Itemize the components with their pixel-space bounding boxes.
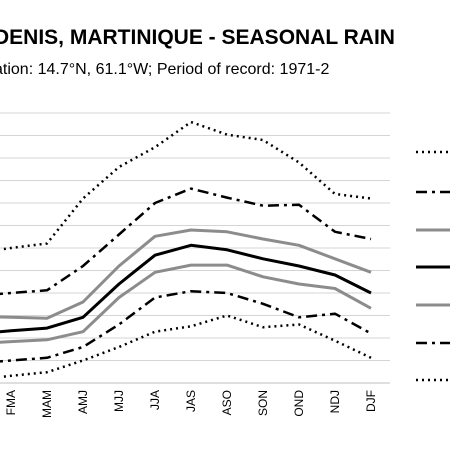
series-lines <box>0 120 372 379</box>
x-tick-label: DJF <box>364 390 378 412</box>
x-axis-tick-labels: FMA MAM AMJ MJJ JJA JAS ASO SON OND NDJ DJF <box>4 390 378 418</box>
x-tick-label: SON <box>256 390 270 416</box>
x-tick-label: AMJ <box>76 390 90 414</box>
x-tick-label: MJJ <box>112 390 126 412</box>
x-tick-label: JAS <box>184 390 198 412</box>
chart-subtitle: ation: 14.7°N, 61.1°W; Period of record:… <box>0 61 329 78</box>
series-line-7 <box>0 314 372 379</box>
series-line-2 <box>0 187 372 296</box>
series-line-6 <box>0 289 372 363</box>
series-line-3 <box>0 228 372 320</box>
x-tick-label: FMA <box>4 390 18 415</box>
x-tick-label: ASO <box>220 390 234 415</box>
x-tick-label: OND <box>292 390 306 417</box>
gridlines <box>0 112 390 384</box>
series-line-4 <box>0 243 372 334</box>
x-tick-label: NDJ <box>328 390 342 413</box>
series-line-5 <box>0 263 372 344</box>
x-tick-label: MAM <box>40 390 54 418</box>
chart-title: DENIS, MARTINIQUE - SEASONAL RAIN <box>0 26 395 49</box>
legend <box>416 150 450 382</box>
series-line-1 <box>0 120 372 251</box>
x-tick-label: JJA <box>148 390 162 410</box>
